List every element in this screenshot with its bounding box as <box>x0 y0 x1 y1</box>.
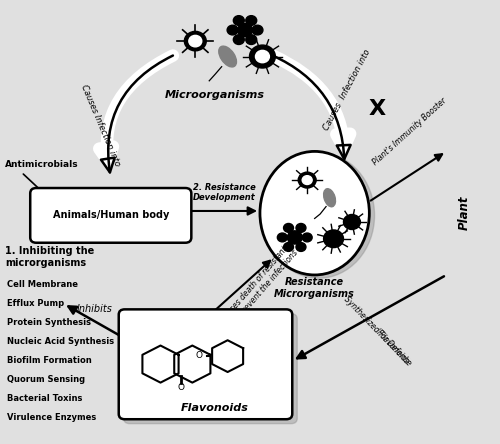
Ellipse shape <box>262 152 374 278</box>
Circle shape <box>298 172 316 188</box>
Text: Animals/Human body: Animals/Human body <box>52 210 169 220</box>
Circle shape <box>284 223 294 232</box>
Text: Resistance
Microrganisms: Resistance Microrganisms <box>274 277 355 299</box>
Text: For Defense: For Defense <box>375 328 414 368</box>
Text: Antimicrobials: Antimicrobials <box>6 160 79 169</box>
Text: Plant's Immunity Booster: Plant's Immunity Booster <box>372 96 448 167</box>
Text: Microorganisms: Microorganisms <box>165 90 265 99</box>
Circle shape <box>296 223 306 232</box>
Circle shape <box>227 25 238 35</box>
Text: O: O <box>178 383 184 392</box>
Text: Causes  Infection into: Causes Infection into <box>322 48 372 132</box>
Circle shape <box>252 25 263 35</box>
Circle shape <box>302 233 312 242</box>
Circle shape <box>238 24 252 37</box>
Text: Bacterial Toxins: Bacterial Toxins <box>8 394 83 403</box>
Circle shape <box>234 16 244 25</box>
Circle shape <box>324 230 344 248</box>
Circle shape <box>234 35 244 44</box>
Circle shape <box>288 231 302 244</box>
Text: Efflux Pump: Efflux Pump <box>8 299 64 308</box>
Text: X: X <box>368 99 386 119</box>
Text: Protein Synthesis: Protein Synthesis <box>8 318 91 327</box>
Circle shape <box>246 35 256 44</box>
Text: Causes Infection into: Causes Infection into <box>80 83 122 168</box>
Text: Cell Membrane: Cell Membrane <box>8 280 79 289</box>
Circle shape <box>284 242 294 251</box>
Text: O: O <box>196 351 202 360</box>
Circle shape <box>256 50 270 63</box>
Ellipse shape <box>324 189 336 207</box>
Circle shape <box>278 233 287 242</box>
FancyBboxPatch shape <box>30 188 192 243</box>
Circle shape <box>302 176 312 185</box>
Text: Nucleic Acid Synthesis: Nucleic Acid Synthesis <box>8 337 115 346</box>
Text: Synthesized Flavonoids: Synthesized Flavonoids <box>342 295 411 365</box>
Text: Quorum Sensing: Quorum Sensing <box>8 375 86 384</box>
Text: Inhibits: Inhibits <box>77 304 113 314</box>
Circle shape <box>189 36 202 47</box>
Circle shape <box>246 16 256 25</box>
Circle shape <box>344 214 360 230</box>
Ellipse shape <box>219 46 236 67</box>
Ellipse shape <box>260 151 370 275</box>
Circle shape <box>184 32 206 51</box>
Text: Causes death of resistant strains
And prevent the infections: Causes death of resistant strains And pr… <box>219 223 316 331</box>
Text: Biofilm Formation: Biofilm Formation <box>8 356 92 365</box>
Circle shape <box>296 242 306 251</box>
Text: Virulence Enzymes: Virulence Enzymes <box>8 413 96 422</box>
Circle shape <box>250 45 276 68</box>
FancyBboxPatch shape <box>118 309 292 419</box>
Text: Plant: Plant <box>458 196 470 230</box>
Text: 1. Inhibiting the
microrganisms: 1. Inhibiting the microrganisms <box>6 246 94 268</box>
Text: Flavonoids: Flavonoids <box>182 403 249 412</box>
Text: 2. Resistance
Development: 2. Resistance Development <box>193 183 256 202</box>
FancyBboxPatch shape <box>124 314 297 424</box>
